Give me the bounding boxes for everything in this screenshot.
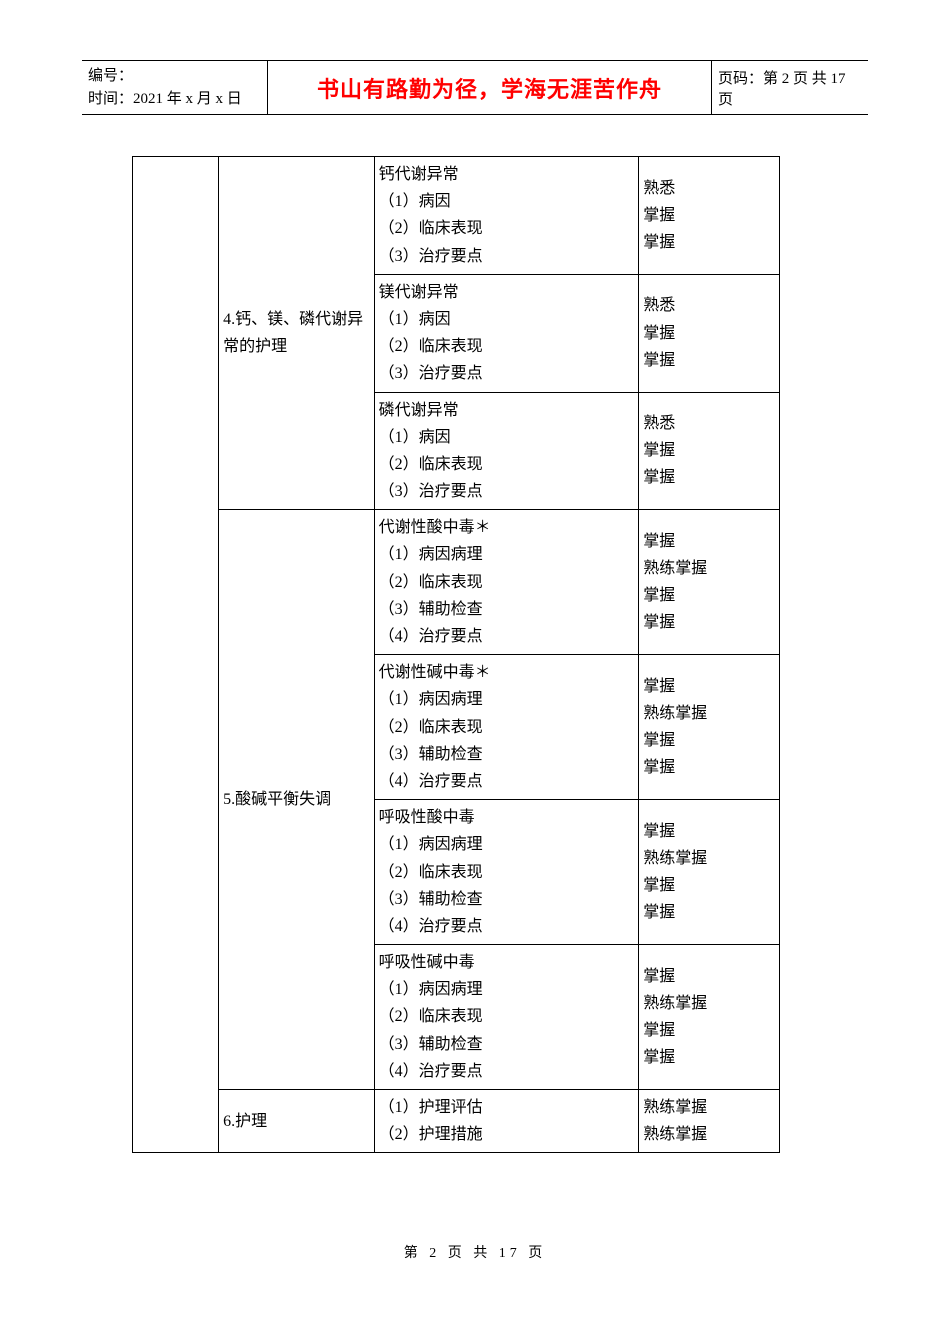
empty-cell	[133, 157, 219, 1153]
date-label: 时间：2021 年 x 月 x 日	[88, 88, 261, 111]
page-footer: 第 2 页 共 17 页	[0, 1242, 950, 1262]
content-cell: 钙代谢异常（1）病因（2）临床表现（3）治疗要点	[374, 157, 639, 275]
req-cell: 掌握熟练掌握掌握掌握	[639, 800, 780, 945]
content-cell: 代谢性酸中毒＊（1）病因病理（2）临床表现（3）辅助检查（4）治疗要点	[374, 510, 639, 655]
table-row: 4.钙、镁、磷代谢异常的护理 钙代谢异常（1）病因（2）临床表现（3）治疗要点 …	[133, 157, 780, 275]
req-cell: 熟悉掌握掌握	[639, 392, 780, 510]
topic-cell: 4.钙、镁、磷代谢异常的护理	[219, 157, 374, 510]
req-cell: 掌握熟练掌握掌握掌握	[639, 945, 780, 1090]
table-row: 6.护理 （1）护理评估（2）护理措施 熟练掌握熟练掌握	[133, 1090, 780, 1153]
content-cell: 代谢性碱中毒＊（1）病因病理（2）临床表现（3）辅助检查（4）治疗要点	[374, 655, 639, 800]
req-cell: 掌握熟练掌握掌握掌握	[639, 510, 780, 655]
req-cell: 熟悉掌握掌握	[639, 157, 780, 275]
content-cell: （1）护理评估（2）护理措施	[374, 1090, 639, 1153]
content-cell: 呼吸性酸中毒（1）病因病理（2）临床表现（3）辅助检查（4）治疗要点	[374, 800, 639, 945]
motto: 书山有路勤为径，学海无涯苦作舟	[317, 72, 662, 104]
req-cell: 熟练掌握熟练掌握	[639, 1090, 780, 1153]
page-header: 编号： 时间：2021 年 x 月 x 日 书山有路勤为径，学海无涯苦作舟 页码…	[82, 60, 868, 115]
doc-id-label: 编号：	[88, 65, 261, 88]
req-cell: 熟悉掌握掌握	[639, 274, 780, 392]
header-center: 书山有路勤为径，学海无涯苦作舟	[268, 61, 712, 114]
topic-cell: 5.酸碱平衡失调	[219, 510, 374, 1090]
page-label: 页码：第 2 页 共 17 页	[718, 67, 862, 109]
content-table: 4.钙、镁、磷代谢异常的护理 钙代谢异常（1）病因（2）临床表现（3）治疗要点 …	[132, 156, 780, 1153]
table-row: 5.酸碱平衡失调 代谢性酸中毒＊（1）病因病理（2）临床表现（3）辅助检查（4）…	[133, 510, 780, 655]
content-cell: 呼吸性碱中毒（1）病因病理（2）临床表现（3）辅助检查（4）治疗要点	[374, 945, 639, 1090]
topic-cell: 6.护理	[219, 1090, 374, 1153]
content-cell: 镁代谢异常（1）病因（2）临床表现（3）治疗要点	[374, 274, 639, 392]
header-left: 编号： 时间：2021 年 x 月 x 日	[82, 61, 268, 114]
header-right: 页码：第 2 页 共 17 页	[712, 61, 868, 114]
content-cell: 磷代谢异常（1）病因（2）临床表现（3）治疗要点	[374, 392, 639, 510]
req-cell: 掌握熟练掌握掌握掌握	[639, 655, 780, 800]
